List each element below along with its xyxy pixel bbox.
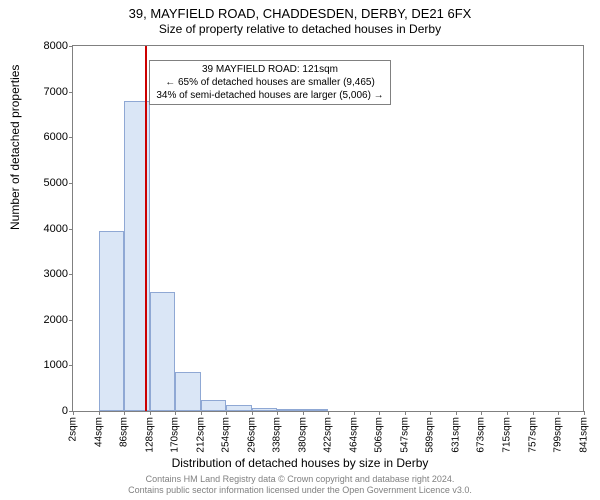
x-tick-label: 799sqm (553, 417, 564, 453)
x-tick-label: 86sqm (119, 417, 130, 447)
x-tick-label: 715sqm (502, 417, 513, 453)
x-tick-label: 170sqm (170, 417, 181, 453)
x-tick-mark (150, 411, 151, 415)
histogram-bar (226, 405, 252, 411)
chart-title-sub: Size of property relative to detached ho… (0, 22, 600, 36)
x-tick-label: 547sqm (399, 417, 410, 453)
x-tick-mark (175, 411, 176, 415)
x-tick-mark (226, 411, 227, 415)
annotation-line: 34% of semi-detached houses are larger (… (156, 89, 383, 102)
x-tick-label: 44sqm (93, 417, 104, 447)
x-tick-mark (481, 411, 482, 415)
x-tick-mark (303, 411, 304, 415)
y-tick-mark (69, 137, 73, 138)
x-tick-label: 212sqm (195, 417, 206, 453)
histogram-bar (201, 400, 227, 411)
y-tick-mark (69, 320, 73, 321)
x-tick-label: 254sqm (221, 417, 232, 453)
footer-line-2: Contains public sector information licen… (0, 485, 600, 496)
x-tick-mark (379, 411, 380, 415)
annotation-line: 39 MAYFIELD ROAD: 121sqm (156, 63, 383, 76)
x-tick-mark (99, 411, 100, 415)
x-tick-mark (430, 411, 431, 415)
x-tick-label: 631sqm (450, 417, 461, 453)
histogram-bar (252, 408, 278, 411)
x-tick-mark (558, 411, 559, 415)
histogram-bar (150, 292, 176, 411)
y-tick-mark (69, 46, 73, 47)
x-tick-mark (584, 411, 585, 415)
chart-footer: Contains HM Land Registry data © Crown c… (0, 474, 600, 496)
x-tick-mark (405, 411, 406, 415)
x-tick-label: 841sqm (578, 417, 589, 453)
y-tick-mark (69, 92, 73, 93)
x-tick-label: 296sqm (246, 417, 257, 453)
y-tick-mark (69, 274, 73, 275)
property-marker-line (145, 46, 147, 411)
x-tick-mark (533, 411, 534, 415)
x-tick-label: 2sqm (68, 417, 79, 441)
y-axis-label: Number of detached properties (8, 65, 22, 230)
x-tick-label: 422sqm (323, 417, 334, 453)
chart-title-main: 39, MAYFIELD ROAD, CHADDESDEN, DERBY, DE… (0, 6, 600, 21)
x-tick-mark (354, 411, 355, 415)
x-tick-label: 757sqm (527, 417, 538, 453)
x-tick-mark (277, 411, 278, 415)
x-axis-label: Distribution of detached houses by size … (0, 456, 600, 470)
x-tick-mark (201, 411, 202, 415)
x-tick-label: 338sqm (272, 417, 283, 453)
footer-line-1: Contains HM Land Registry data © Crown c… (0, 474, 600, 485)
annotation-line: ← 65% of detached houses are smaller (9,… (156, 76, 383, 89)
x-tick-label: 673sqm (476, 417, 487, 453)
histogram-bar (99, 231, 125, 411)
x-tick-mark (328, 411, 329, 415)
y-tick-mark (69, 183, 73, 184)
x-tick-mark (73, 411, 74, 415)
histogram-bar (303, 409, 329, 411)
x-tick-mark (507, 411, 508, 415)
x-tick-label: 380sqm (297, 417, 308, 453)
x-tick-mark (252, 411, 253, 415)
y-tick-mark (69, 365, 73, 366)
x-tick-mark (456, 411, 457, 415)
x-tick-label: 589sqm (425, 417, 436, 453)
histogram-bar (277, 409, 303, 411)
y-tick-mark (69, 229, 73, 230)
chart-plot-area: 0100020003000400050006000700080002sqm44s… (72, 45, 584, 412)
x-tick-label: 464sqm (348, 417, 359, 453)
x-tick-label: 506sqm (374, 417, 385, 453)
annotation-box: 39 MAYFIELD ROAD: 121sqm← 65% of detache… (149, 60, 390, 105)
x-tick-label: 128sqm (144, 417, 155, 453)
histogram-bar (175, 372, 201, 411)
x-tick-mark (124, 411, 125, 415)
